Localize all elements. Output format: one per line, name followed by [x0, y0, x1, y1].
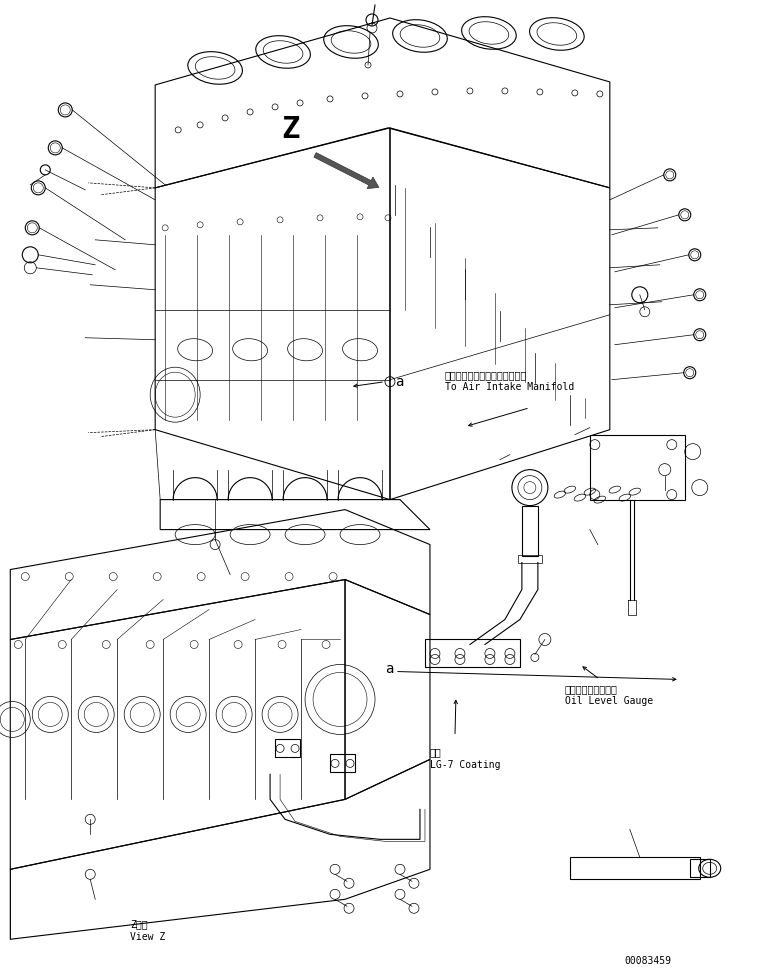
Text: a: a: [385, 663, 394, 676]
Text: 00083459: 00083459: [625, 956, 671, 966]
Bar: [425, 640, 520, 668]
Text: a: a: [395, 375, 403, 389]
Text: LG-7 Coating: LG-7 Coating: [430, 761, 500, 770]
Bar: [570, 858, 699, 879]
Text: View Z: View Z: [130, 932, 166, 942]
Text: オイルレベルゲージ: オイルレベルゲージ: [565, 684, 618, 695]
Bar: [330, 755, 355, 772]
Text: Z: Z: [281, 115, 299, 144]
Text: 塗布: 塗布: [430, 747, 442, 758]
Text: エアーインテークマニホルドへ: エアーインテークマニホルドへ: [445, 370, 527, 380]
Bar: [590, 435, 685, 500]
Text: Oil Level Gauge: Oil Level Gauge: [565, 697, 653, 706]
Bar: [690, 860, 710, 877]
Bar: [275, 739, 300, 758]
Bar: [522, 506, 538, 555]
FancyArrow shape: [314, 153, 379, 189]
Bar: [518, 554, 542, 563]
Text: Z　視: Z 視: [130, 920, 148, 929]
Text: To Air Intake Manifold: To Air Intake Manifold: [445, 382, 575, 391]
